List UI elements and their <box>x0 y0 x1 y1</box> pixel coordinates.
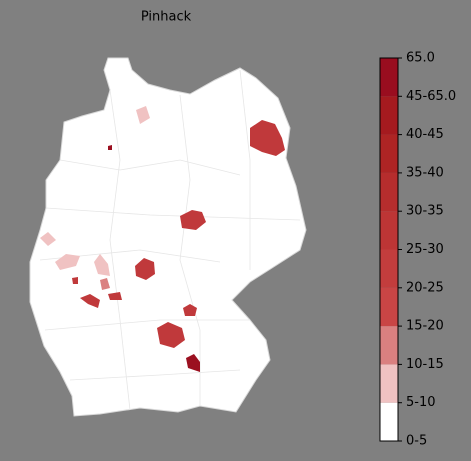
colorbar-band <box>380 364 398 403</box>
region <box>72 277 78 284</box>
colorbar-band <box>380 211 398 250</box>
region <box>108 292 122 300</box>
colorbar-label: 40-45 <box>406 127 444 142</box>
colorbar-band <box>380 287 398 327</box>
region <box>80 294 100 308</box>
colorbar-band <box>380 134 398 173</box>
region <box>108 145 112 150</box>
district-borders <box>39 69 301 411</box>
region <box>250 120 285 156</box>
colorbar: 0-5 5-10 10-15 15-20 20-25 25-30 30-35 35-40 40-… <box>379 51 456 449</box>
colorbar-band <box>380 58 398 97</box>
country-shape <box>29 57 307 417</box>
region <box>40 232 56 246</box>
region <box>186 354 200 372</box>
colorbar-label: 25-30 <box>406 242 444 257</box>
region <box>55 254 80 270</box>
germany-map <box>29 57 307 417</box>
colorbar-band <box>380 172 398 212</box>
region <box>94 254 110 276</box>
colorbar-label: 0-5 <box>406 434 427 449</box>
map-title: Pinhack <box>141 10 192 25</box>
colorbar-label: 65.0 <box>406 51 435 66</box>
colorbar-label: 45-65.0 <box>406 89 456 104</box>
colorbar-label: 10-15 <box>406 357 444 372</box>
region <box>136 106 150 124</box>
colorbar-band <box>380 326 398 365</box>
colorbar-label: 20-25 <box>406 280 444 295</box>
region <box>180 210 206 230</box>
colorbar-band <box>380 402 398 441</box>
colorbar-label: 30-35 <box>406 204 444 219</box>
region <box>100 278 110 290</box>
colorbar-band <box>380 96 398 135</box>
region <box>157 322 185 348</box>
region <box>135 258 155 280</box>
region <box>183 304 197 316</box>
colorbar-label: 5-10 <box>406 395 436 410</box>
colorbar-band <box>380 249 398 288</box>
colorbar-label: 15-20 <box>406 319 444 334</box>
colorbar-label: 35-40 <box>406 165 444 180</box>
